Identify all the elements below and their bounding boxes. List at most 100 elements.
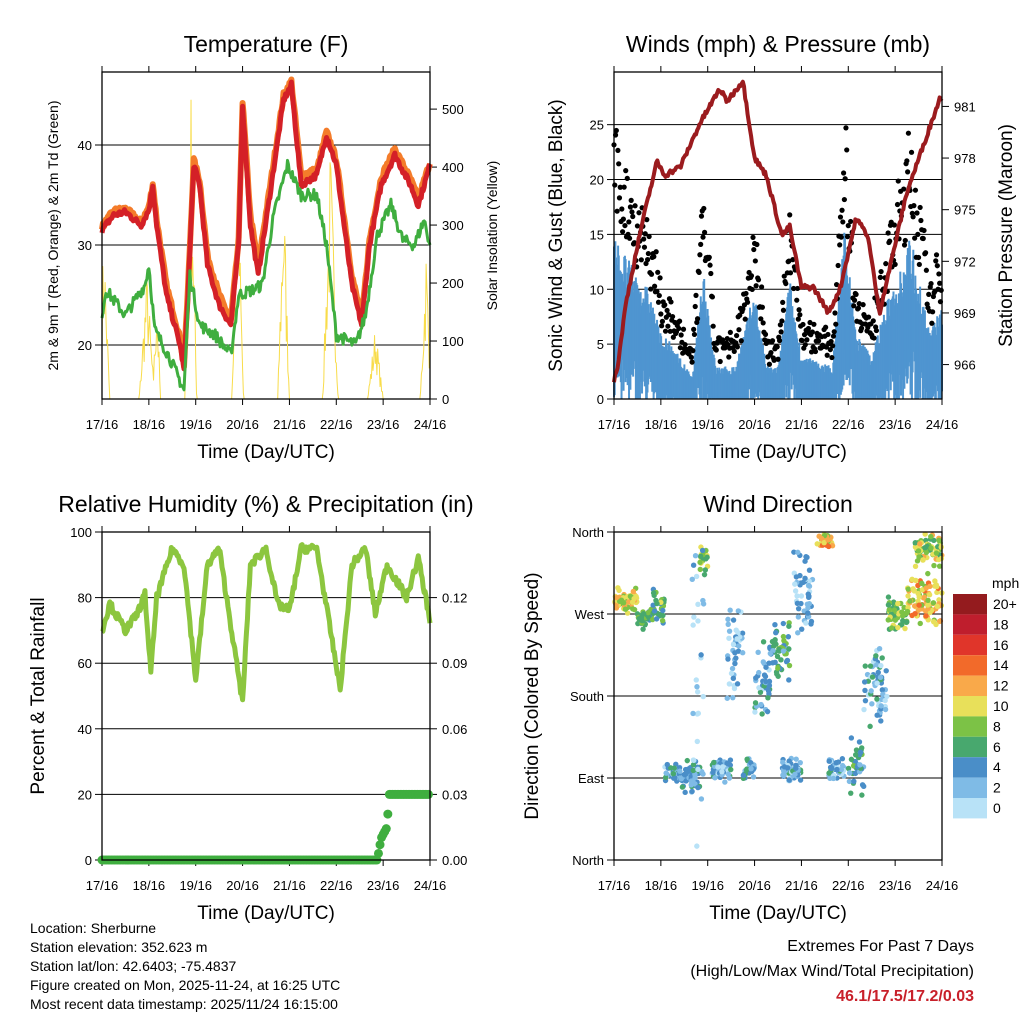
wind-gust-point — [855, 305, 862, 311]
wind-direction-point — [936, 597, 942, 603]
y2-axis-label: Station Pressure (Maroon) — [996, 124, 1017, 347]
wind-direction-point — [933, 550, 940, 556]
wind-direction-point — [762, 673, 769, 680]
wind-direction-point — [862, 663, 868, 669]
wind-gust-point — [648, 286, 654, 292]
x-tick-label: 17/16 — [86, 878, 119, 893]
y2-tick-label: 981 — [954, 99, 976, 114]
wind-gust-point — [731, 348, 737, 354]
wind-gust-point — [713, 347, 719, 353]
wind-direction-point — [733, 655, 739, 661]
wind-direction-point — [803, 620, 809, 626]
wind-direction-point — [931, 562, 937, 569]
wind-gust-point — [662, 302, 668, 308]
wind-direction-point — [698, 796, 705, 802]
wind-gust-point — [627, 235, 633, 241]
wind-gust-point — [812, 348, 819, 355]
wind-gust-point — [891, 222, 897, 228]
wind-direction-point — [694, 684, 700, 690]
wind-direction-point — [917, 620, 923, 627]
colorbar-label: 18 — [993, 616, 1009, 632]
wind-direction-point — [625, 599, 631, 605]
x-tick-label: 24/16 — [414, 417, 447, 432]
wind-direction-point — [934, 603, 941, 610]
wind-direction-point — [875, 669, 881, 676]
x-axis-label: Time (Day/UTC) — [197, 442, 335, 463]
wind-direction-point — [700, 601, 707, 607]
wind-gust-point — [833, 321, 839, 327]
wind-direction-point — [851, 778, 857, 785]
wind-gust-point — [878, 268, 884, 275]
wind-direction-point — [899, 613, 906, 619]
wind-gust-point — [707, 262, 713, 268]
wind-gust-point — [936, 271, 942, 277]
wind-direction-point — [867, 723, 873, 730]
wind-gust-point — [794, 285, 801, 292]
colorbar-swatch — [953, 614, 987, 635]
wind-direction-point — [701, 571, 708, 578]
wind-gust-point — [802, 342, 808, 348]
precipitation-point — [373, 848, 383, 858]
wind-gust-point — [807, 319, 813, 326]
wind-direction-point — [690, 762, 697, 768]
wind-direction-point — [901, 604, 907, 611]
wind-direction-point — [697, 566, 703, 573]
wind-direction-point — [857, 762, 863, 768]
wind-gust-point — [938, 287, 944, 293]
wind-direction-point — [792, 771, 798, 777]
wind-direction-point — [748, 766, 754, 772]
wind-direction-point — [786, 623, 792, 629]
wind-gust-point — [794, 297, 800, 303]
wind-gust-point — [759, 304, 765, 310]
wind-gust-point — [839, 207, 845, 213]
wind-direction-point — [792, 588, 799, 594]
wind-direction-point — [833, 760, 839, 766]
wind-direction-point — [700, 693, 706, 700]
wind-direction-point — [654, 600, 660, 607]
wind-direction-point — [613, 605, 620, 611]
x-tick-label: 18/16 — [645, 417, 678, 432]
wind-direction-point — [682, 789, 688, 796]
wind-gust-point — [680, 350, 686, 356]
station-info: Location: Sherburne Station elevation: 3… — [30, 919, 340, 1014]
chart-title: Winds (mph) & Pressure (mb) — [626, 31, 930, 57]
wind-gust-point — [717, 358, 723, 365]
wind-gust-point — [853, 291, 859, 297]
wind-direction-point — [904, 619, 910, 625]
x-tick-label: 17/16 — [598, 878, 631, 893]
wind-direction-point — [923, 549, 930, 556]
wind-gust-point — [688, 354, 694, 360]
wind-direction-point — [730, 675, 737, 682]
chart-title: Relative Humidity (%) & Precipitation (i… — [58, 491, 473, 517]
wind-gust-point — [696, 269, 702, 276]
wind-gust-point — [680, 326, 687, 332]
wind-direction-point — [672, 775, 678, 781]
y-tick-label: 40 — [78, 138, 92, 153]
wind-gust-point — [630, 213, 636, 220]
wind-direction-point — [867, 663, 874, 669]
wind-gust-point — [841, 196, 847, 203]
wind-gust-point — [877, 274, 883, 280]
wind-direction-point — [699, 769, 705, 775]
y2-tick-label: 0.12 — [442, 591, 467, 606]
x-tick-label: 20/16 — [226, 878, 259, 893]
x-tick-label: 18/16 — [645, 878, 678, 893]
wind-gust-point — [652, 283, 658, 289]
wind-direction-point — [874, 662, 880, 668]
wind-direction-point — [915, 590, 921, 597]
wind-gust-point — [911, 203, 917, 209]
wind-direction-point — [885, 594, 892, 600]
wind-gust-point — [774, 344, 780, 350]
wind-direction-point — [695, 766, 701, 773]
wind-gust-point — [780, 307, 787, 313]
wind-gust-point — [823, 324, 829, 330]
wind-direction-point — [651, 608, 658, 614]
lat-lon: Station lat/lon: 42.6403; -75.4837 — [30, 958, 237, 974]
y-tick-label: 10 — [590, 282, 604, 297]
plot-frame — [101, 71, 431, 400]
wind-direction-point — [731, 685, 738, 692]
wind-direction-point — [923, 613, 929, 619]
wind-gust-point — [928, 281, 934, 287]
wind-direction-point — [734, 636, 740, 642]
wind-direction-point — [793, 756, 799, 762]
